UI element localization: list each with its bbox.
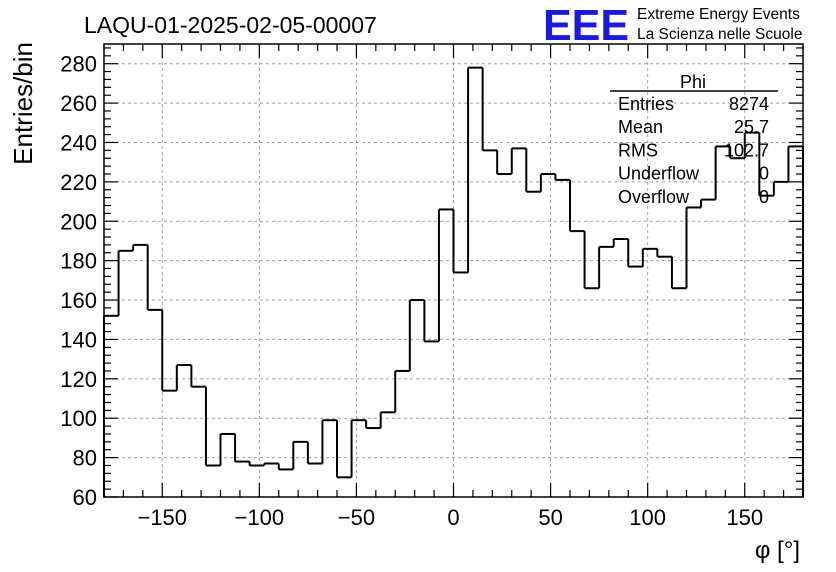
x-tick-label: 50 — [538, 505, 562, 530]
y-tick-label: 140 — [60, 327, 97, 352]
stats-box: Phi Entries 8274 Mean 25.7 RMS 102.7 Underflow… — [610, 72, 778, 207]
y-tick-label: 60 — [73, 485, 97, 510]
y-tick-label: 180 — [60, 249, 97, 274]
stats-row-value: 0 — [759, 187, 769, 207]
stats-row-value: 8274 — [729, 94, 769, 114]
stats-row-value: 102.7 — [724, 140, 769, 160]
chart-title: LAQU-01-2025-02-05-00007 — [84, 12, 377, 38]
y-tick-label: 240 — [60, 130, 97, 155]
y-tick-label: 100 — [60, 406, 97, 431]
x-tick-label: −150 — [137, 505, 187, 530]
y-tick-label: 280 — [60, 52, 97, 77]
x-tick-label: 100 — [629, 505, 666, 530]
eee-logo: EEE Extreme Energy Events La Scienza nel… — [543, 1, 802, 50]
stats-row-label: Underflow — [618, 164, 700, 184]
x-tick-label: −100 — [235, 505, 285, 530]
axis-ticks — [103, 44, 804, 498]
stats-row-label: Mean — [618, 117, 663, 137]
y-tick-label: 160 — [60, 288, 97, 313]
y-tick-label: 120 — [60, 367, 97, 392]
y-tick-label: 200 — [60, 209, 97, 234]
logo-text-line1: Extreme Energy Events — [637, 6, 800, 23]
y-tick-label: 80 — [73, 446, 97, 471]
stats-row-label: Entries — [618, 94, 674, 114]
x-tick-label: 150 — [726, 505, 763, 530]
y-tick-label: 260 — [60, 91, 97, 116]
stats-row-label: RMS — [618, 140, 658, 160]
eee-logo-mark: EEE — [543, 1, 629, 50]
x-axis-label: φ [°] — [755, 537, 800, 564]
stats-row-value: 25.7 — [734, 117, 769, 137]
y-tick-labels: 60 80 100 120 140 160 180 200 220 240 260 280 — [60, 52, 97, 510]
stats-row-label: Overflow — [618, 187, 690, 207]
histogram-outline — [103, 66, 804, 497]
x-tick-label: −50 — [338, 505, 375, 530]
x-tick-label: 0 — [447, 505, 459, 530]
y-axis-label: Entries/bin — [8, 42, 38, 165]
logo-text-line2: La Scienza nelle Scuole — [637, 26, 802, 43]
stats-box-title: Phi — [680, 72, 706, 92]
y-tick-label: 220 — [60, 170, 97, 195]
stats-row-value: 0 — [759, 164, 769, 184]
stats-box-rows: Entries 8274 Mean 25.7 RMS 102.7 Underflow 0 Ove… — [618, 94, 769, 207]
x-tick-labels: −150 −100 −50 0 50 100 150 — [137, 505, 763, 530]
